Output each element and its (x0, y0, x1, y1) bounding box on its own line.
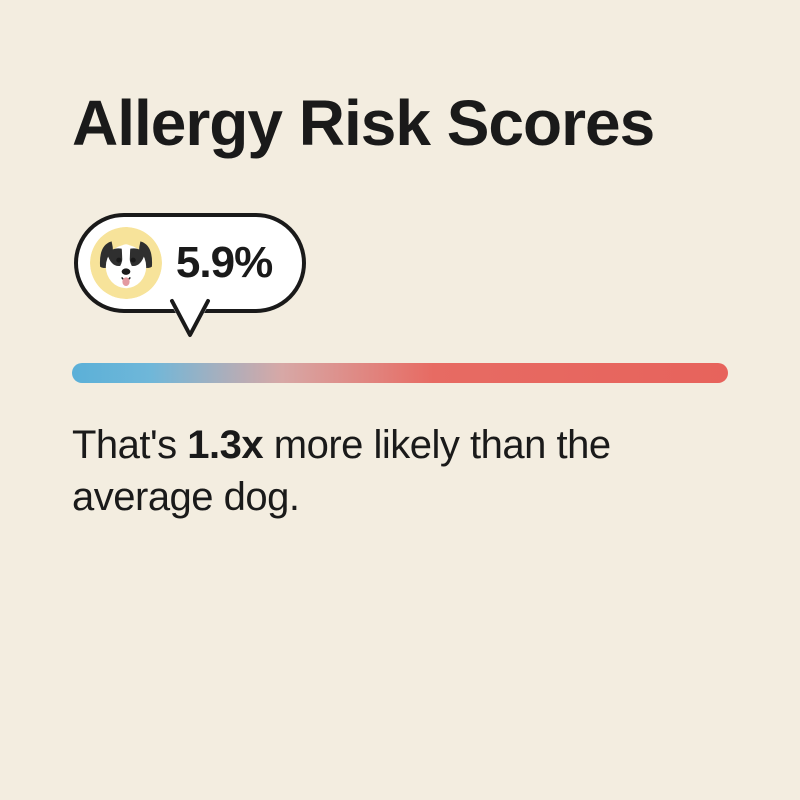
score-bubble: 5.9% (74, 213, 306, 313)
dog-avatar (90, 227, 162, 299)
risk-gradient-bar (72, 363, 728, 383)
comparison-caption: That's 1.3x more likely than the average… (72, 419, 728, 523)
bubble-pointer (170, 303, 210, 343)
dog-icon (90, 227, 162, 299)
score-bubble-container: 5.9% (72, 213, 728, 343)
caption-pre: That's (72, 423, 187, 467)
score-percent: 5.9% (176, 238, 272, 288)
page-title: Allergy Risk Scores (72, 88, 728, 158)
caption-emphasis: 1.3x (187, 423, 263, 467)
